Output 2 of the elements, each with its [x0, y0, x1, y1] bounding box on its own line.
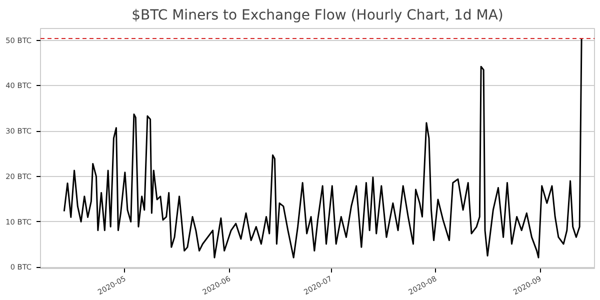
line-series — [63, 38, 582, 258]
chart-title: $BTC Miners to Exchange Flow (Hourly Chart, 1d MA) — [132, 8, 504, 24]
